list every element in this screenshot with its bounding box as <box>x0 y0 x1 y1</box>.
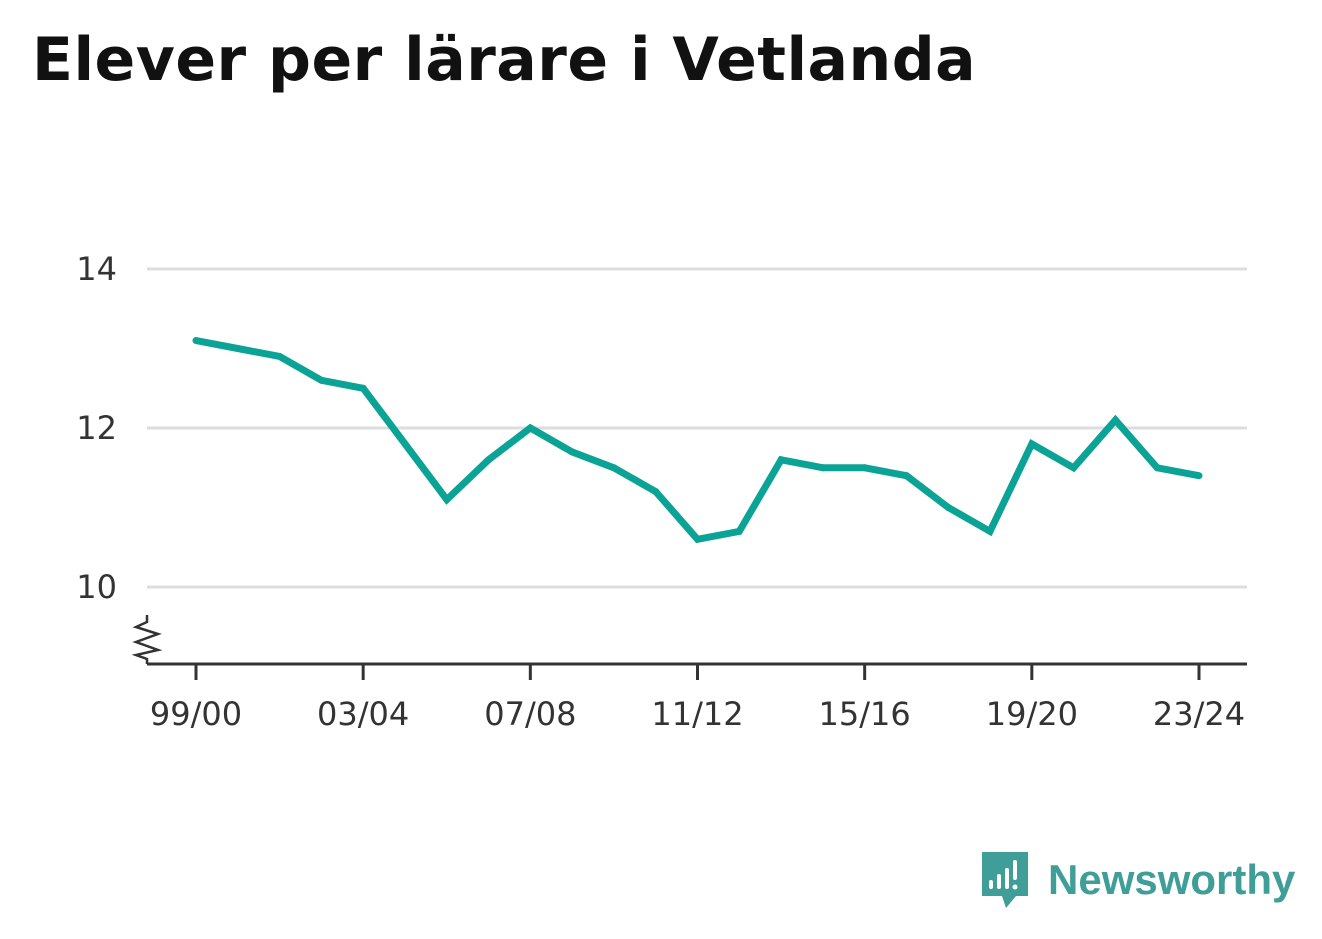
data-point <box>192 337 200 345</box>
x-tick-label: 07/08 <box>484 695 576 733</box>
series-layer <box>192 337 1203 544</box>
y-tick-label: 12 <box>76 409 117 447</box>
data-point <box>777 456 785 464</box>
x-tick-label: 15/16 <box>819 695 911 733</box>
data-point <box>526 424 534 432</box>
x-tick-label: 23/24 <box>1153 695 1245 733</box>
data-point <box>485 456 493 464</box>
data-point <box>819 464 827 472</box>
data-point <box>359 384 367 392</box>
chart-title: Elever per lärare i Vetlanda <box>32 25 977 95</box>
x-axis <box>131 615 1247 666</box>
data-point <box>276 352 284 360</box>
x-tick-label: 99/00 <box>150 695 242 733</box>
data-point <box>902 472 910 480</box>
y-tick-label: 14 <box>76 250 117 288</box>
data-point <box>735 527 743 535</box>
x-tick-label: 11/12 <box>651 695 743 733</box>
data-point <box>1070 464 1078 472</box>
data-point <box>861 464 869 472</box>
data-point <box>1028 440 1036 448</box>
y-axis-break-icon <box>131 615 163 664</box>
data-point <box>1111 416 1119 424</box>
y-axis-ticks: 10 12 14 <box>76 250 117 606</box>
data-point <box>694 535 701 543</box>
data-point <box>986 527 994 535</box>
data-point <box>944 504 952 511</box>
x-tick-label: 03/04 <box>317 695 409 733</box>
data-point <box>652 488 660 496</box>
gridlines <box>147 267 1247 589</box>
brand-logo: Newsworthy <box>980 850 1295 910</box>
data-point <box>1153 464 1161 472</box>
series-line-0 <box>195 337 1200 544</box>
data-point <box>234 345 242 352</box>
data-point <box>443 496 451 504</box>
brand-name: Newsworthy <box>1048 856 1296 903</box>
y-tick-label: 10 <box>76 568 117 606</box>
data-point <box>1195 472 1203 480</box>
data-point <box>610 464 618 472</box>
data-point <box>317 376 325 384</box>
data-point <box>568 448 576 456</box>
data-point <box>401 440 409 448</box>
newsworthy-logo-icon <box>982 852 1028 908</box>
x-axis-ticks: 99/00 03/04 07/08 11/12 15/16 19/20 23/24 <box>150 664 1245 733</box>
x-tick-label: 19/20 <box>986 695 1078 733</box>
